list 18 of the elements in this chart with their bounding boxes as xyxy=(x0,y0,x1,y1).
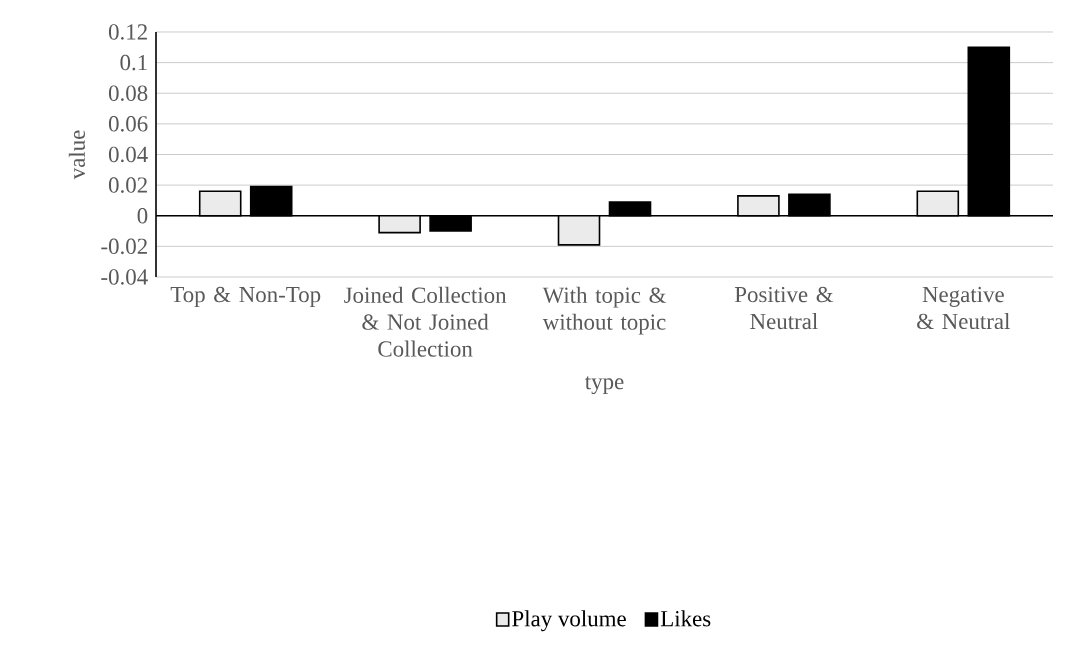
y-tick-label: 0.02 xyxy=(108,177,147,193)
y-axis-title: value xyxy=(68,130,85,180)
legend-label: Play volume xyxy=(512,610,626,632)
y-tick-label: -0.02 xyxy=(101,238,147,255)
y-tick-label: 0.04 xyxy=(108,146,148,163)
x-tick-label: With topic & without topic xyxy=(542,286,667,335)
y-tick-label: 0.08 xyxy=(108,85,148,102)
y-tick-label: -0.04 xyxy=(101,269,148,285)
legend-label: Likes xyxy=(660,610,711,627)
x-tick-label: Negative & Neutral xyxy=(917,286,1010,330)
y-tick-label: 0.12 xyxy=(108,24,147,40)
x-tick-label: Top & Non-Top xyxy=(170,286,321,307)
x-axis-title: type xyxy=(585,376,624,395)
x-tick-label: Positive & Neutral xyxy=(734,286,834,330)
y-tick-label: 0 xyxy=(137,207,148,224)
y-tick-label: 0.06 xyxy=(108,116,148,132)
y-tick-label: 0.1 xyxy=(120,54,147,71)
x-tick-label: Joined Collection & Not Joined Collection xyxy=(344,286,507,357)
